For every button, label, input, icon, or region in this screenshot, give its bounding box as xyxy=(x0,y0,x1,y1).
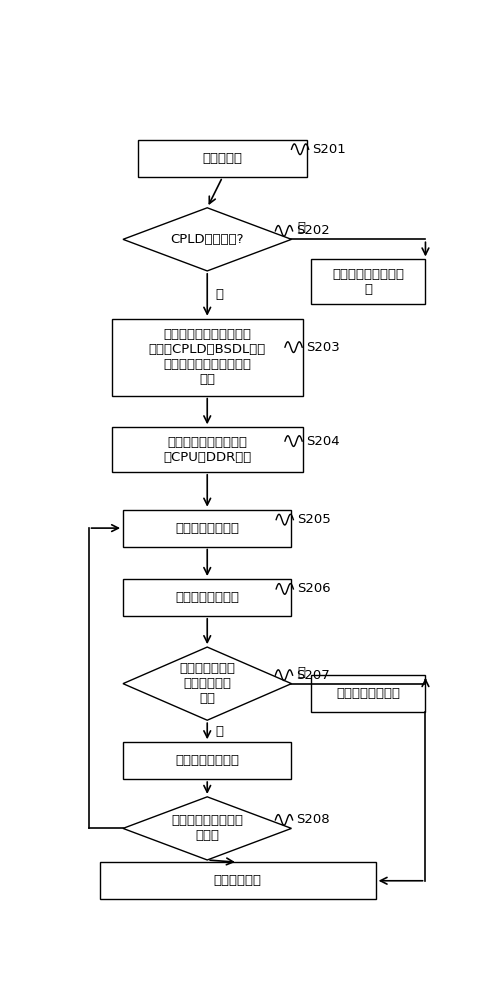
FancyBboxPatch shape xyxy=(123,742,291,779)
Text: 否: 否 xyxy=(297,221,305,234)
FancyBboxPatch shape xyxy=(112,427,303,472)
Text: 期望响应向量与
实际响应向量
相同: 期望响应向量与 实际响应向量 相同 xyxy=(179,662,235,705)
Text: 上电故障定位: 上电故障定位 xyxy=(214,874,262,887)
Text: 确定该段电路故障: 确定该段电路故障 xyxy=(336,687,400,700)
FancyBboxPatch shape xyxy=(311,675,425,712)
Text: 判定基础供电线路故
障: 判定基础供电线路故 障 xyxy=(332,268,404,296)
FancyBboxPatch shape xyxy=(112,319,303,396)
Text: 根据主板原理图、上电时
序图及CPLD的BSDL信息
生成测试向量、期望响应
向量: 根据主板原理图、上电时 序图及CPLD的BSDL信息 生成测试向量、期望响应 向… xyxy=(149,328,266,386)
Text: 是: 是 xyxy=(215,288,223,301)
Text: S202: S202 xyxy=(296,224,330,237)
FancyBboxPatch shape xyxy=(311,259,425,304)
Text: 生成实际响应向量: 生成实际响应向量 xyxy=(175,591,239,604)
Text: 向主板供电: 向主板供电 xyxy=(203,152,243,165)
Text: 全部电源转换芯片已
被使能: 全部电源转换芯片已 被使能 xyxy=(171,814,243,842)
Text: S208: S208 xyxy=(296,813,330,826)
FancyBboxPatch shape xyxy=(138,140,307,177)
FancyBboxPatch shape xyxy=(123,510,291,547)
Polygon shape xyxy=(123,647,291,720)
Text: 确定该段电路正常: 确定该段电路正常 xyxy=(175,754,239,767)
Polygon shape xyxy=(123,208,291,271)
FancyBboxPatch shape xyxy=(100,862,375,899)
Text: 是: 是 xyxy=(215,725,223,738)
Text: S201: S201 xyxy=(313,143,346,156)
FancyBboxPatch shape xyxy=(123,579,291,616)
Text: CPLD是否工作?: CPLD是否工作? xyxy=(170,233,244,246)
Text: S203: S203 xyxy=(306,341,340,354)
Text: 使能电源转换芯片: 使能电源转换芯片 xyxy=(175,522,239,535)
Text: 否: 否 xyxy=(297,666,305,679)
Text: S207: S207 xyxy=(296,669,330,682)
Polygon shape xyxy=(123,797,291,860)
Text: S205: S205 xyxy=(297,513,331,526)
Text: 检测主板部件存在信号
（CPU，DDR等）: 检测主板部件存在信号 （CPU，DDR等） xyxy=(163,436,251,464)
Text: S206: S206 xyxy=(297,582,331,595)
Text: S204: S204 xyxy=(306,435,340,448)
